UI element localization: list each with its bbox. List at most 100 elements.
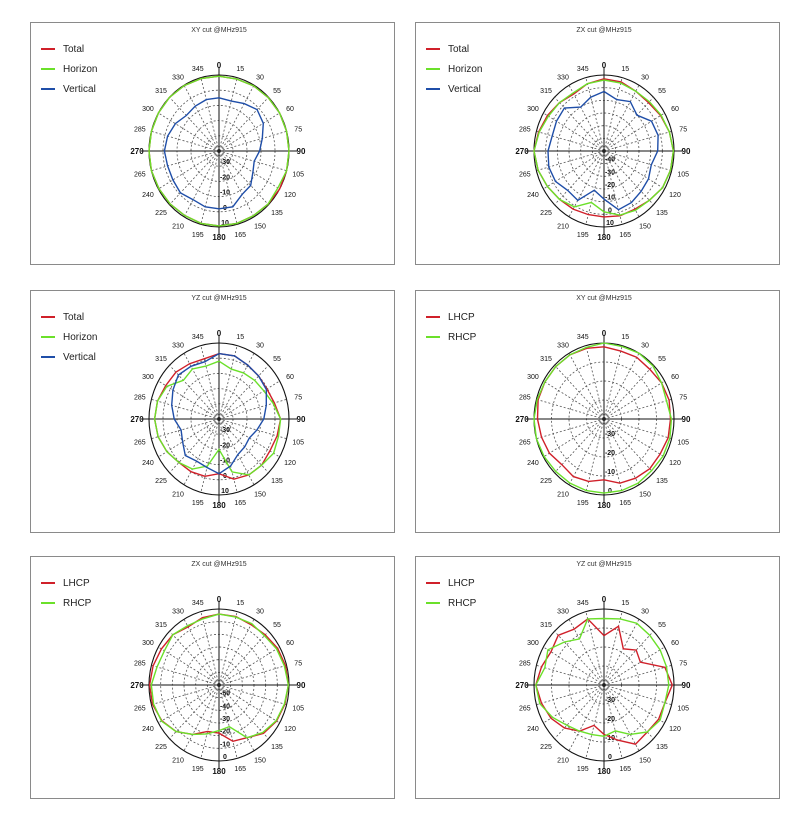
chart-title: ZX cut @MHz915: [576, 27, 631, 34]
grid-spoke: [169, 96, 220, 152]
polar-chart-panel: YZ cut @MHz915 0 15 30 55 60 75 90 105 120 135 150 1…: [30, 290, 395, 533]
angle-tick-label: 225: [155, 744, 167, 751]
angle-tick-label: 300: [142, 640, 154, 647]
chart-title: XY cut @MHz915: [576, 295, 632, 302]
angle-tick-label: 0: [602, 595, 607, 604]
grid-spoke: [603, 150, 654, 206]
ring-tick-label: -10: [220, 741, 230, 748]
polar-chart-panel: ZX cut @MHz915 0 15 30 55 60 75 90 105 120 135 150 1…: [30, 556, 395, 799]
grid-spoke: [568, 418, 605, 486]
angle-tick-label: 330: [172, 343, 184, 350]
angle-tick-label: 120: [284, 726, 296, 733]
angle-tick-label: 60: [286, 106, 294, 113]
legend-swatch: [426, 88, 440, 90]
angle-tick-label: 60: [671, 640, 679, 647]
angle-tick-label: 180: [212, 501, 226, 510]
legend-label: RHCP: [448, 597, 477, 609]
angle-tick-label: 75: [294, 661, 302, 668]
angle-tick-label: 60: [286, 374, 294, 381]
grid-spoke: [585, 77, 605, 152]
grid-spoke: [183, 418, 220, 486]
angle-tick-label: 165: [619, 500, 631, 507]
polar-chart: ZX cut @MHz915 0 15 30 55 60 75 90 105 120 135 150 1…: [130, 561, 306, 776]
grid-spoke: [218, 112, 280, 152]
grid-spoke: [603, 96, 654, 152]
legend-swatch: [426, 48, 440, 50]
series-line-rhcp: [535, 617, 670, 738]
grid-spoke: [200, 345, 220, 420]
angle-tick-label: 0: [217, 61, 222, 70]
chart-title: XY cut @MHz915: [191, 27, 247, 34]
grid-spoke: [554, 684, 605, 740]
angle-tick-label: 225: [155, 478, 167, 485]
grid-spoke: [585, 150, 605, 225]
angle-tick-label: 195: [577, 232, 589, 239]
grid-spoke: [218, 150, 255, 218]
angle-tick-label: 15: [621, 334, 629, 341]
grid-spoke: [568, 684, 605, 752]
legend-swatch: [41, 68, 55, 70]
legend-label: Total: [63, 311, 85, 323]
ring-tick-label: -20: [605, 182, 615, 189]
ring-tick-label: -20: [220, 729, 230, 736]
angle-tick-label: 0: [217, 595, 222, 604]
ring-tick-label: -30: [605, 697, 615, 704]
series-line-horizon: [153, 360, 282, 476]
angle-tick-label: 120: [284, 460, 296, 467]
angle-tick-label: 345: [577, 66, 589, 73]
grid-spoke: [554, 630, 605, 686]
grid-spoke: [218, 77, 238, 152]
grid-spoke: [218, 150, 238, 225]
series-line-vertical: [163, 97, 265, 210]
angle-tick-label: 180: [212, 233, 226, 242]
angle-tick-label: 270: [515, 415, 529, 424]
grid-spoke: [603, 352, 640, 420]
angle-tick-label: 195: [192, 766, 204, 773]
angle-tick-label: 315: [540, 356, 552, 363]
angle-tick-label: 165: [234, 500, 246, 507]
grid-spoke: [603, 418, 623, 493]
angle-tick-label: 15: [621, 600, 629, 607]
ring-tick-label: -30: [220, 427, 230, 434]
angle-tick-label: 225: [540, 210, 552, 217]
legend-item: Vertical: [41, 79, 97, 99]
grid-spoke: [554, 418, 605, 474]
grid-spoke: [183, 684, 220, 752]
angle-tick-label: 135: [271, 210, 283, 217]
angle-tick-label: 300: [142, 106, 154, 113]
angle-tick-label: 270: [515, 681, 529, 690]
angle-tick-label: 15: [621, 66, 629, 73]
legend-label: RHCP: [63, 597, 92, 609]
series-line-rhcp: [533, 342, 673, 494]
grid-spoke: [218, 345, 238, 420]
series-line-vertical: [547, 90, 659, 211]
legend: Total Horizon Vertical: [41, 307, 97, 367]
ring-tick-label: -10: [605, 469, 615, 476]
angle-tick-label: 285: [519, 127, 531, 134]
grid-spoke: [218, 618, 255, 686]
grid-spoke: [568, 84, 605, 152]
ring-tick-label: 0: [223, 754, 227, 761]
legend-label: LHCP: [63, 577, 90, 589]
grid-spoke: [603, 364, 654, 420]
grid-spoke: [603, 684, 640, 752]
angle-tick-label: 225: [155, 210, 167, 217]
grid-spoke: [543, 646, 605, 686]
angle-tick-label: 330: [557, 609, 569, 616]
chart-title: YZ cut @MHz915: [576, 561, 631, 568]
legend-label: Horizon: [63, 331, 98, 343]
grid-spoke: [568, 352, 605, 420]
ring-tick-label: -30: [605, 169, 615, 176]
angle-tick-label: 165: [234, 766, 246, 773]
angle-tick-label: 345: [192, 334, 204, 341]
angle-tick-label: 315: [155, 622, 167, 629]
grid-spoke: [554, 96, 605, 152]
angle-tick-label: 60: [671, 374, 679, 381]
legend-label: LHCP: [448, 577, 475, 589]
angle-tick-label: 270: [130, 147, 144, 156]
grid-spoke: [183, 618, 220, 686]
grid-spoke: [543, 418, 605, 458]
ring-tick-label: 10: [221, 220, 229, 227]
angle-tick-label: 315: [540, 622, 552, 629]
legend: Total Horizon Vertical: [41, 39, 97, 99]
